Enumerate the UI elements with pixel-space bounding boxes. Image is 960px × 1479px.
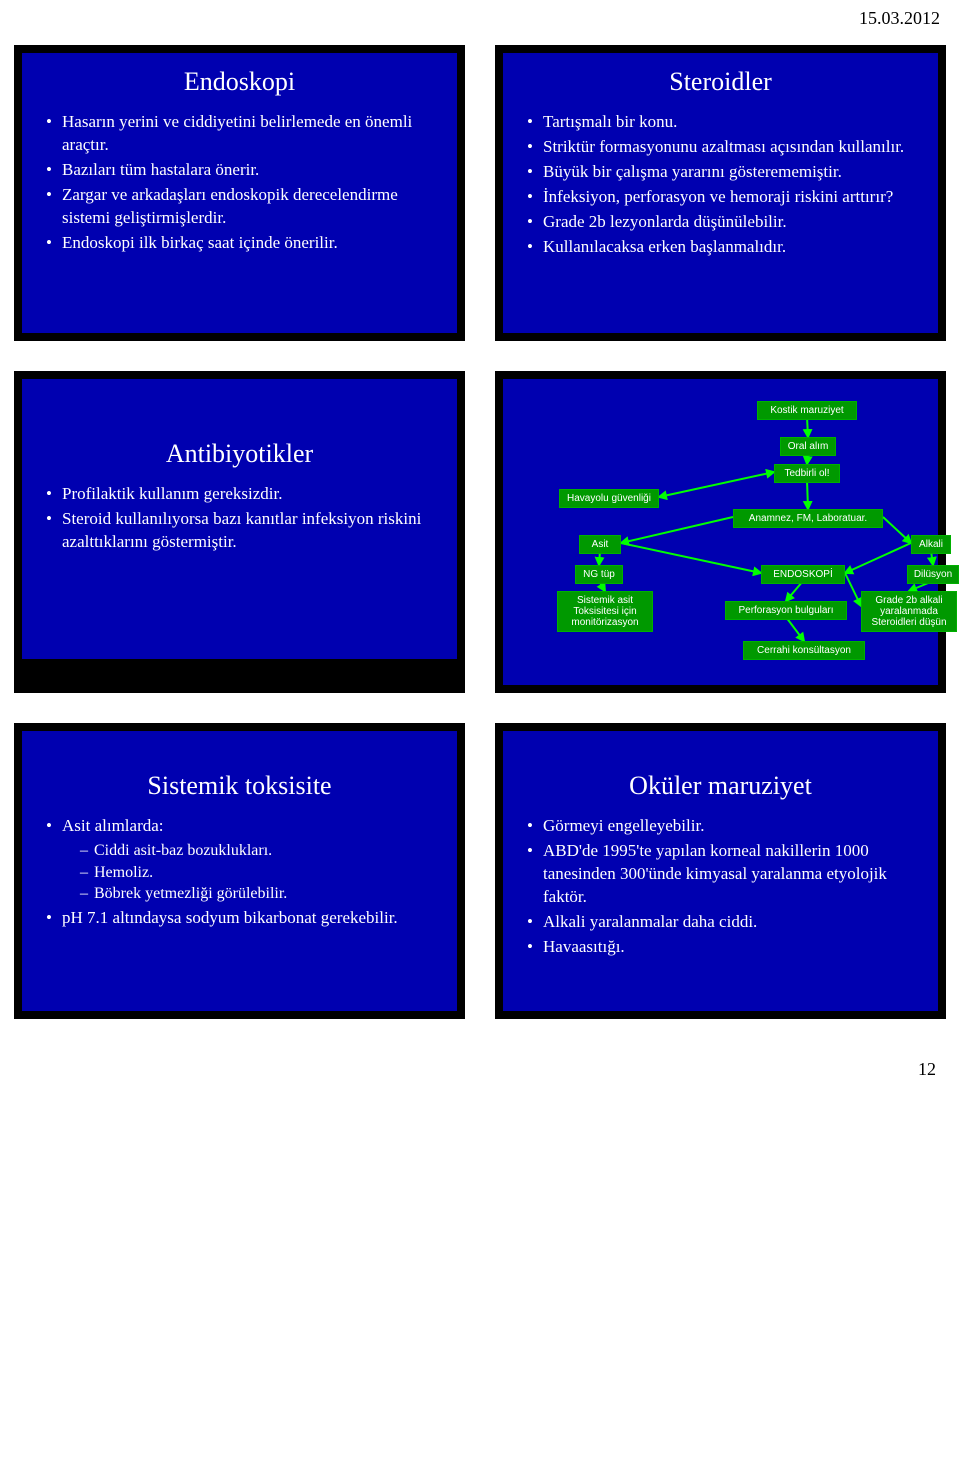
slide-okuler-title: Oküler maruziyet: [523, 771, 918, 801]
list-item: ABD'de 1995'te yapılan korneal nakilleri…: [527, 840, 918, 909]
flow-node-anamnez: Anamnez, FM, Laboratuar.: [733, 509, 883, 528]
flow-edge: [807, 480, 808, 509]
slide-row-3: Sistemik toksisite Asit alımlarda: Ciddi…: [14, 723, 946, 1019]
flow-node-asit: Asit: [579, 535, 621, 554]
list-item: Büyük bir çalışma yararını gösterememişt…: [527, 161, 918, 184]
flow-edge: [786, 617, 804, 641]
list-item: Grade 2b lezyonlarda düşünülebilir.: [527, 211, 918, 234]
list-item: Striktür formasyonunu azaltması açısında…: [527, 136, 918, 159]
flow-node-grade2b: Grade 2b alkali yaralanmada Steroidleri …: [861, 591, 957, 632]
slide-okuler: Oküler maruziyet Görmeyi engelleyebilir.…: [495, 723, 946, 1019]
list-item: Havaasıtığı.: [527, 936, 918, 959]
sublist-item: Hemoliz.: [80, 862, 437, 884]
slide-okuler-list: Görmeyi engelleyebilir. ABD'de 1995'te y…: [523, 815, 918, 959]
slide-flowchart: Kostik maruziyet Oral alım Tedbirli ol! Hav…: [495, 371, 946, 693]
sublist-item: Ciddi asit-baz bozuklukları.: [80, 840, 437, 862]
list-item: Tartışmalı bir konu.: [527, 111, 918, 134]
list-item: İnfeksiyon, perforasyon ve hemoraji risk…: [527, 186, 918, 209]
slide-row-1: Endoskopi Hasarın yerini ve ciddiyetini …: [14, 45, 946, 341]
list-item: Profilaktik kullanım gereksizdir.: [46, 483, 437, 506]
slide-steroidler: Steroidler Tartışmalı bir konu. Striktür…: [495, 45, 946, 341]
slide-flowchart-inner: Kostik maruziyet Oral alım Tedbirli ol! Hav…: [503, 379, 938, 685]
slide-toksisite-inner: Sistemik toksisite Asit alımlarda: Ciddi…: [22, 731, 457, 1011]
flow-edge: [659, 472, 774, 497]
slide-antibiyotikler-title: Antibiyotikler: [42, 439, 437, 469]
list-item: Görmeyi engelleyebilir.: [527, 815, 918, 838]
slide-antibiyotikler-list: Profilaktik kullanım gereksizdir. Steroi…: [42, 483, 437, 554]
sublist: Ciddi asit-baz bozuklukları. Hemoliz. Bö…: [62, 840, 437, 905]
list-item-text: Asit alımlarda:: [62, 816, 164, 835]
flow-node-perfor: Perforasyon bulguları: [725, 601, 847, 620]
slide-steroidler-inner: Steroidler Tartışmalı bir konu. Striktür…: [503, 53, 938, 333]
page-number: 12: [0, 1019, 960, 1100]
flow-node-oral: Oral alım: [780, 437, 836, 456]
slide-endoskopi-list: Hasarın yerini ve ciddiyetini belirlemed…: [42, 111, 437, 255]
list-item: pH 7.1 altındaysa sodyum bikarbonat gere…: [46, 907, 437, 930]
slide-endoskopi: Endoskopi Hasarın yerini ve ciddiyetini …: [14, 45, 465, 341]
flow-edge: [845, 543, 911, 573]
slide-endoskopi-inner: Endoskopi Hasarın yerini ve ciddiyetini …: [22, 53, 457, 333]
sublist-item: Böbrek yetmezliği görülebilir.: [80, 883, 437, 905]
flow-node-havayolu: Havayolu güvenliği: [559, 489, 659, 508]
list-item: Bazıları tüm hastalara önerir.: [46, 159, 437, 182]
flowchart-arrows: [503, 379, 938, 685]
flow-node-endoskopi: ENDOSKOPİ: [761, 565, 845, 584]
slide-steroidler-title: Steroidler: [523, 67, 918, 97]
flow-edge: [621, 543, 761, 573]
slide-toksisite-title: Sistemik toksisite: [42, 771, 437, 801]
page-date: 15.03.2012: [0, 0, 960, 33]
flow-edge: [621, 517, 733, 543]
slide-toksisite: Sistemik toksisite Asit alımlarda: Ciddi…: [14, 723, 465, 1019]
flow-node-tedbirli: Tedbirli ol!: [774, 464, 840, 483]
flow-node-alkali: Alkali: [911, 535, 951, 554]
flow-node-sistemik: Sistemik asit Toksisitesi için monitöriz…: [557, 591, 653, 632]
list-item: Endoskopi ilk birkaç saat içinde önerili…: [46, 232, 437, 255]
slide-okuler-inner: Oküler maruziyet Görmeyi engelleyebilir.…: [503, 731, 938, 1011]
flow-edge: [845, 573, 861, 606]
list-item: Steroid kullanılıyorsa bazı kanıtlar inf…: [46, 508, 437, 554]
flow-node-dilusyon: Dilüsyon: [907, 565, 959, 584]
slide-endoskopi-title: Endoskopi: [42, 67, 437, 97]
flow-node-cerrahi: Cerrahi konsültasyon: [743, 641, 865, 660]
list-item: Asit alımlarda: Ciddi asit-baz bozuklukl…: [46, 815, 437, 905]
flow-node-kostik: Kostik maruziyet: [757, 401, 857, 420]
flow-edge: [786, 581, 803, 601]
slide-toksisite-list: Asit alımlarda: Ciddi asit-baz bozuklukl…: [42, 815, 437, 930]
slides-grid: Endoskopi Hasarın yerini ve ciddiyetini …: [0, 33, 960, 1019]
slide-row-2: Antibiyotikler Profilaktik kullanım gere…: [14, 371, 946, 693]
flow-edge: [883, 517, 911, 543]
slide-antibiyotikler: Antibiyotikler Profilaktik kullanım gere…: [14, 371, 465, 693]
list-item: Hasarın yerini ve ciddiyetini belirlemed…: [46, 111, 437, 157]
slide-antibiyotikler-inner: Antibiyotikler Profilaktik kullanım gere…: [22, 379, 457, 659]
flow-edge: [807, 417, 808, 437]
list-item: Zargar ve arkadaşları endoskopik derecel…: [46, 184, 437, 230]
slide-steroidler-list: Tartışmalı bir konu. Striktür formasyonu…: [523, 111, 918, 259]
flow-node-ngtup: NG tüp: [575, 565, 623, 584]
list-item: Kullanılacaksa erken başlanmalıdır.: [527, 236, 918, 259]
list-item: Alkali yaralanmalar daha ciddi.: [527, 911, 918, 934]
